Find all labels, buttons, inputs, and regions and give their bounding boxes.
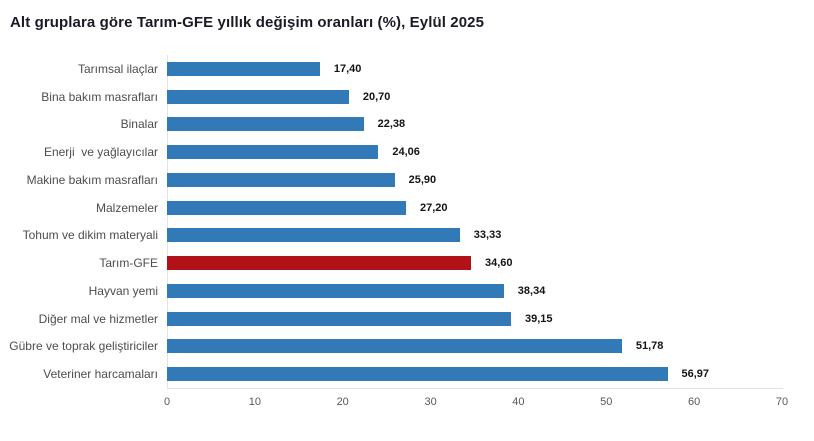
category-label: Malzemeler	[95, 200, 158, 215]
category-label: Binalar	[120, 117, 158, 132]
bar-row: Enerji ve yağlayıcılar 24,06	[0, 138, 800, 166]
x-axis-tick-label: 60	[687, 396, 701, 408]
bar	[167, 145, 379, 160]
bar	[167, 89, 349, 104]
category-label: Gübre ve toprak geliştiriciler	[9, 339, 158, 354]
bar-track: 38,34	[167, 277, 800, 305]
x-axis-tick-label: 0	[163, 396, 171, 408]
value-label: 33,33	[473, 229, 502, 242]
value-label: 27,20	[420, 201, 448, 214]
category-label: Enerji ve yağlayıcılar	[43, 145, 158, 160]
value-label: 56,97	[681, 368, 710, 381]
bar-track: 22,38	[167, 111, 800, 139]
bar-row: Tarımsal ilaçlar 17,40	[0, 55, 800, 83]
bar-highlight	[167, 256, 471, 271]
bar-row: Tarım-GFE 34,60	[0, 249, 800, 277]
chart-title: Alt gruplara göre Tarım-GFE yıllık değiş…	[10, 14, 485, 31]
bar	[167, 200, 406, 215]
value-label: 39,15	[525, 312, 553, 325]
value-label: 34,60	[485, 257, 513, 270]
category-label: Tarımsal ilaçlar	[77, 61, 158, 76]
bar-track: 24,06	[167, 138, 800, 166]
category-label: Hayvan yemi	[88, 283, 158, 298]
category-label: Veteriner harcamaları	[43, 367, 158, 382]
bar	[167, 228, 460, 243]
x-axis-tick-label: 40	[512, 396, 525, 408]
x-axis-tick-label: 30	[424, 396, 437, 408]
x-axis: 0 10 20 30 40 50 60 70	[163, 396, 788, 412]
bar-row: Makine bakım masrafları 25,90	[0, 166, 800, 194]
bar-track: 17,40	[167, 55, 800, 83]
bar-row: Hayvan yemi 38,34	[0, 277, 800, 305]
value-label: 22,38	[377, 118, 406, 131]
value-label: 20,70	[362, 90, 391, 103]
category-label: Tohum ve dikim materyali	[22, 228, 158, 243]
bar-row: Veteriner harcamaları 56,97	[0, 360, 800, 388]
bar	[167, 117, 364, 132]
bar-row: Gübre ve toprak geliştiriciler 51,78	[0, 333, 800, 361]
bar-row: Tohum ve dikim materyali 33,33	[0, 222, 800, 250]
value-label: 38,34	[517, 284, 546, 297]
category-label: Tarım-GFE	[99, 256, 158, 271]
x-axis-tick-label: 20	[336, 396, 349, 408]
value-label: 17,40	[333, 62, 362, 75]
bar-track: 51,78	[167, 333, 800, 361]
bar	[167, 61, 320, 76]
x-axis-tick-label: 50	[600, 396, 613, 408]
bar	[167, 311, 511, 326]
bar-row: Binalar 22,38	[0, 111, 800, 139]
value-label: 24,06	[392, 146, 420, 159]
category-label: Diğer mal ve hizmetler	[38, 311, 158, 326]
bar	[167, 367, 668, 382]
bar-row: Bina bakım masrafları 20,70	[0, 83, 800, 111]
x-axis-tick-label: 70	[775, 396, 789, 408]
bar-track: 27,20	[167, 194, 800, 222]
value-label: 25,90	[408, 173, 437, 186]
bar-track: 20,70	[167, 83, 800, 111]
bar	[167, 283, 504, 298]
bar-track: 25,90	[167, 166, 800, 194]
bar-row: Malzemeler 27,20	[0, 194, 800, 222]
category-label: Makine bakım masrafları	[26, 172, 158, 187]
bar-track: 34,60	[167, 249, 800, 277]
value-label: 51,78	[635, 340, 664, 353]
bar-track: 56,97	[167, 360, 800, 388]
category-label: Bina bakım masrafları	[41, 89, 158, 104]
bar-row: Diğer mal ve hizmetler 39,15	[0, 305, 800, 333]
bar-track: 39,15	[167, 305, 800, 333]
bar-chart: Tarımsal ilaçlar 17,40 Bina bakım masrafla…	[0, 55, 800, 388]
x-axis-tick-label: 10	[248, 396, 262, 408]
bar	[167, 172, 395, 187]
bar-track: 33,33	[167, 222, 800, 250]
bar	[167, 339, 622, 354]
